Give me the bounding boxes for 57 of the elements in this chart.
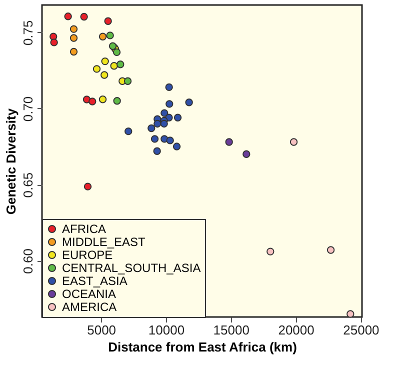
- point: [88, 98, 96, 106]
- x-tick-label: 25000: [343, 322, 380, 338]
- point: [98, 32, 107, 41]
- point: [124, 127, 132, 136]
- point: [124, 77, 132, 85]
- point: [104, 17, 112, 25]
- point: [92, 65, 101, 73]
- legend-label: AFRICA: [62, 222, 106, 236]
- point: [242, 150, 250, 158]
- point: [166, 136, 174, 144]
- point: [116, 60, 124, 68]
- legend-label: MIDDLE_EAST: [62, 235, 146, 249]
- legend-label: AMERICA: [62, 300, 117, 314]
- point: [112, 48, 121, 56]
- x-tick-label: 10000: [148, 322, 185, 338]
- point: [148, 124, 156, 132]
- x-tick-label: 15000: [213, 322, 250, 338]
- point: [185, 98, 193, 106]
- point: [50, 38, 58, 46]
- point: [113, 97, 121, 105]
- legend-label: EAST_ASIA: [62, 274, 128, 288]
- point: [70, 48, 78, 56]
- point: [160, 109, 168, 117]
- legend-label: OCEANIA: [62, 287, 116, 301]
- x-tick-label: 20000: [278, 322, 314, 338]
- point: [154, 120, 162, 128]
- point: [70, 34, 78, 42]
- point: [100, 71, 108, 79]
- y-tick-label: 0.65: [20, 172, 36, 198]
- y-tick-label: 0.70: [20, 96, 36, 122]
- legend-label: EUROPE: [62, 248, 113, 262]
- point: [64, 12, 72, 20]
- point: [166, 100, 174, 108]
- point: [153, 147, 161, 155]
- point: [160, 120, 168, 128]
- x-axis-title: Distance from East Africa (km): [108, 340, 297, 354]
- point: [150, 135, 159, 143]
- y-tick-label: 0.75: [20, 20, 36, 46]
- point: [225, 138, 233, 146]
- point: [98, 96, 107, 104]
- point: [101, 57, 109, 66]
- point: [84, 182, 92, 190]
- point: [174, 114, 182, 122]
- point: [70, 25, 78, 33]
- point: [290, 138, 298, 146]
- point: [266, 248, 274, 256]
- legend-label: CENTRAL_SOUTH_ASIA: [62, 261, 201, 275]
- point: [172, 142, 181, 150]
- point: [165, 83, 173, 92]
- y-tick-label: 0.60: [20, 248, 36, 274]
- point: [80, 12, 88, 21]
- x-tick-label: 5000: [87, 322, 116, 338]
- point: [346, 310, 354, 318]
- y-axis-title: Genetic Diversity: [4, 108, 18, 215]
- point: [106, 32, 114, 40]
- point: [326, 246, 335, 254]
- point: [110, 62, 118, 70]
